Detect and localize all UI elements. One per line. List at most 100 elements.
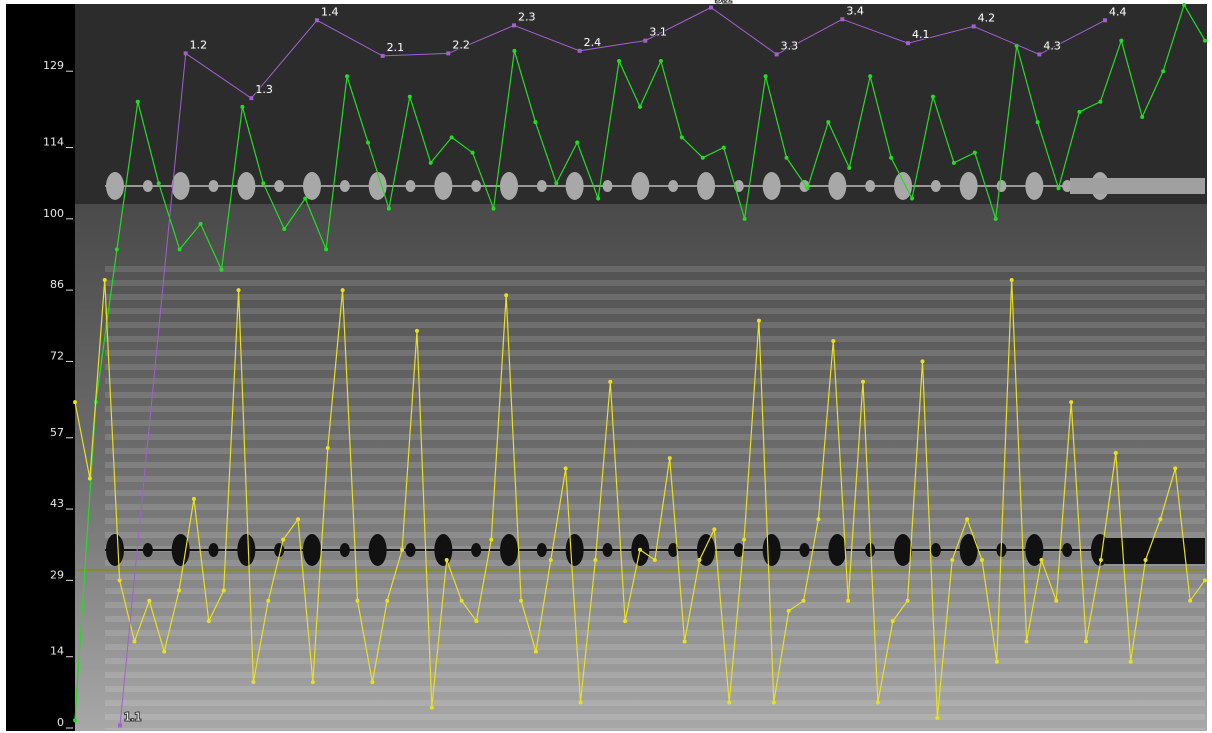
beat-marker bbox=[183, 51, 188, 56]
curve-point bbox=[831, 339, 836, 344]
waveform-lower bbox=[565, 534, 584, 566]
curve-point bbox=[519, 598, 524, 603]
beat-marker bbox=[709, 5, 713, 10]
curve-point bbox=[1173, 466, 1178, 471]
waveform-tail bbox=[1070, 178, 1205, 194]
beat-label: 2.2 bbox=[452, 38, 470, 51]
curve-point bbox=[721, 145, 726, 150]
waveform-lower bbox=[668, 543, 679, 557]
waveform-lower bbox=[536, 543, 547, 557]
curve-point bbox=[261, 181, 266, 186]
curve-point bbox=[608, 379, 613, 384]
curve-point bbox=[400, 547, 405, 552]
waveform-upper bbox=[828, 172, 847, 200]
curve-point bbox=[1056, 186, 1061, 191]
y-tick-label: 29 bbox=[50, 568, 64, 581]
waveform-lower bbox=[142, 543, 153, 557]
curve-point bbox=[236, 288, 241, 293]
curve-point bbox=[930, 94, 935, 99]
y-tick-label: 57 bbox=[50, 426, 64, 439]
curve-point bbox=[325, 445, 330, 450]
waveform-upper bbox=[668, 180, 679, 192]
curve-point bbox=[575, 140, 580, 145]
curve-point bbox=[965, 517, 970, 522]
curve-point bbox=[219, 267, 224, 272]
curve-point bbox=[972, 150, 977, 155]
curve-point bbox=[756, 318, 761, 323]
curve-point bbox=[578, 700, 583, 705]
curve-point bbox=[1119, 38, 1124, 43]
curve-point bbox=[296, 517, 301, 522]
beat-marker bbox=[380, 53, 385, 58]
curve-point bbox=[1035, 120, 1040, 125]
y-tick-label: 72 bbox=[50, 349, 64, 362]
waveform-upper bbox=[894, 172, 912, 200]
curve-point bbox=[826, 120, 831, 125]
beat-label: 4.1 bbox=[912, 28, 930, 41]
waveform-upper bbox=[106, 172, 124, 200]
waveform-lower bbox=[762, 534, 781, 566]
beat-marker bbox=[315, 18, 319, 23]
curve-point bbox=[428, 160, 433, 165]
beat-label: 2.4 bbox=[584, 36, 602, 49]
curve-point bbox=[533, 120, 538, 125]
curve-point bbox=[449, 135, 454, 140]
curve-point bbox=[87, 476, 92, 481]
curve-point bbox=[444, 557, 449, 562]
plot: 0 14 29 43 57 72 86 100 114 129 1.1 1.2 1.3 1.4 2.1 2.2… bbox=[43, 0, 1207, 729]
waveform-upper bbox=[500, 172, 518, 200]
beat-label: 3.3 bbox=[781, 39, 799, 52]
curve-point bbox=[114, 247, 119, 252]
beat-marker bbox=[840, 17, 845, 22]
waveform-upper bbox=[959, 172, 978, 200]
waveform-tail bbox=[1105, 538, 1205, 564]
curve-point bbox=[979, 557, 984, 562]
curve-point bbox=[658, 59, 663, 64]
beat-label: 2.1 bbox=[387, 41, 405, 54]
curve-point bbox=[742, 216, 747, 221]
curve-point bbox=[868, 74, 873, 79]
curve-point bbox=[370, 680, 375, 685]
curve-point bbox=[1098, 99, 1103, 104]
curve-point bbox=[1128, 659, 1133, 664]
beat-label: 3.4 bbox=[846, 4, 864, 17]
beat-label: 1.4 bbox=[321, 5, 339, 18]
curve-point bbox=[303, 196, 308, 201]
curve-point bbox=[177, 247, 182, 252]
curve-point bbox=[386, 206, 391, 211]
waveform-lower bbox=[405, 543, 416, 557]
curve-point bbox=[240, 104, 245, 109]
curve-point bbox=[73, 400, 77, 405]
waveform-lower bbox=[930, 543, 941, 557]
waveform-lower bbox=[1091, 534, 1109, 566]
curve-point bbox=[910, 196, 915, 201]
waveform-upper bbox=[208, 180, 219, 192]
waveform-lower bbox=[303, 534, 321, 566]
curve-point bbox=[593, 557, 598, 562]
waveform-lower bbox=[865, 543, 876, 557]
curve-point bbox=[429, 705, 434, 710]
curve-point bbox=[266, 598, 271, 603]
waveform-upper bbox=[996, 180, 1007, 192]
waveform-upper bbox=[631, 172, 650, 200]
waveform-upper bbox=[697, 172, 715, 200]
beat-marker bbox=[774, 52, 779, 57]
beat-label: 4.2 bbox=[978, 11, 996, 24]
curve-point bbox=[596, 196, 601, 201]
curve-point bbox=[1113, 451, 1118, 456]
curve-point bbox=[993, 216, 998, 221]
curve-point bbox=[548, 557, 553, 562]
curve-point bbox=[324, 247, 329, 252]
waveform-upper bbox=[142, 180, 153, 192]
curve-point bbox=[1077, 109, 1082, 114]
beat-marker bbox=[1103, 18, 1107, 23]
y-tick-label: 43 bbox=[50, 497, 64, 510]
beat-label: 4.3 bbox=[1043, 39, 1061, 52]
curve-point bbox=[533, 649, 538, 654]
waveform-lower bbox=[434, 534, 453, 566]
y-tick-label: 129 bbox=[43, 59, 64, 72]
curve-point bbox=[470, 150, 475, 155]
curve-point bbox=[474, 619, 479, 624]
